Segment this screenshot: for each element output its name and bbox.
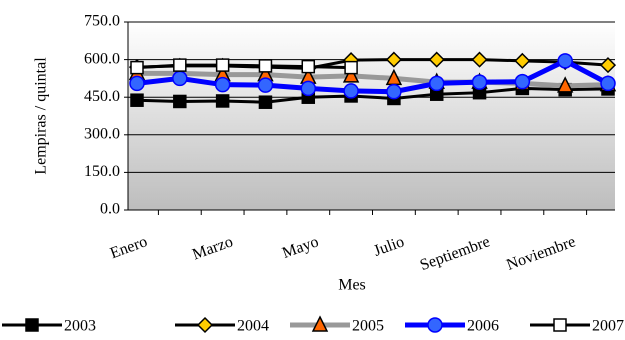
- marker: [385, 51, 402, 68]
- y-tick-label: 600.0: [84, 50, 120, 67]
- y-tick-label: 750.0: [84, 13, 120, 30]
- marker: [342, 66, 360, 83]
- x-tick-label: Septiembre: [418, 233, 492, 274]
- marker: [386, 83, 402, 100]
- marker: [557, 53, 573, 69]
- legend-label: 2005: [352, 318, 384, 335]
- legend-label: 2006: [467, 318, 499, 335]
- marker: [514, 52, 531, 69]
- marker: [258, 59, 273, 73]
- y-axis-title: Lempiras / quintal: [33, 57, 50, 175]
- marker: [428, 51, 445, 68]
- marker: [300, 80, 317, 97]
- marker: [344, 60, 358, 75]
- x-tick-label: Julio: [371, 233, 406, 260]
- marker: [343, 83, 359, 99]
- marker: [556, 76, 574, 93]
- marker: [196, 316, 214, 334]
- marker: [215, 58, 230, 72]
- legend-label: 2003: [64, 318, 96, 335]
- marker: [172, 70, 188, 87]
- marker: [130, 93, 144, 107]
- x-tick-label: Enero: [108, 233, 150, 262]
- x-tick-label: Noviembre: [504, 233, 577, 274]
- marker: [129, 75, 145, 92]
- marker: [215, 94, 230, 108]
- legend-label: 2007: [592, 318, 624, 335]
- marker: [258, 95, 273, 109]
- marker: [301, 59, 316, 74]
- x-tick-label: Mayo: [280, 233, 321, 262]
- y-tick-label: 450.0: [84, 88, 120, 105]
- marker: [427, 317, 443, 333]
- marker: [130, 60, 144, 75]
- y-tick-label: 300.0: [84, 125, 120, 142]
- marker: [471, 51, 488, 68]
- marker: [471, 74, 488, 90]
- series-line: [136, 63, 352, 70]
- marker: [514, 73, 531, 90]
- marker: [257, 77, 274, 93]
- y-tick-label: 150.0: [84, 163, 120, 180]
- marker: [214, 76, 231, 93]
- y-tick-label: 0.0: [100, 201, 120, 218]
- legend-label: 2004: [237, 318, 269, 335]
- marker: [311, 315, 329, 332]
- marker: [173, 94, 187, 109]
- marker: [25, 318, 39, 332]
- x-tick-label: Marzo: [190, 233, 235, 263]
- marker: [599, 57, 617, 74]
- marker: [173, 58, 187, 72]
- marker: [600, 75, 616, 92]
- plot-area: [128, 22, 615, 210]
- marker: [553, 318, 567, 332]
- x-axis-title: Mes: [338, 277, 366, 294]
- marker: [428, 75, 445, 92]
